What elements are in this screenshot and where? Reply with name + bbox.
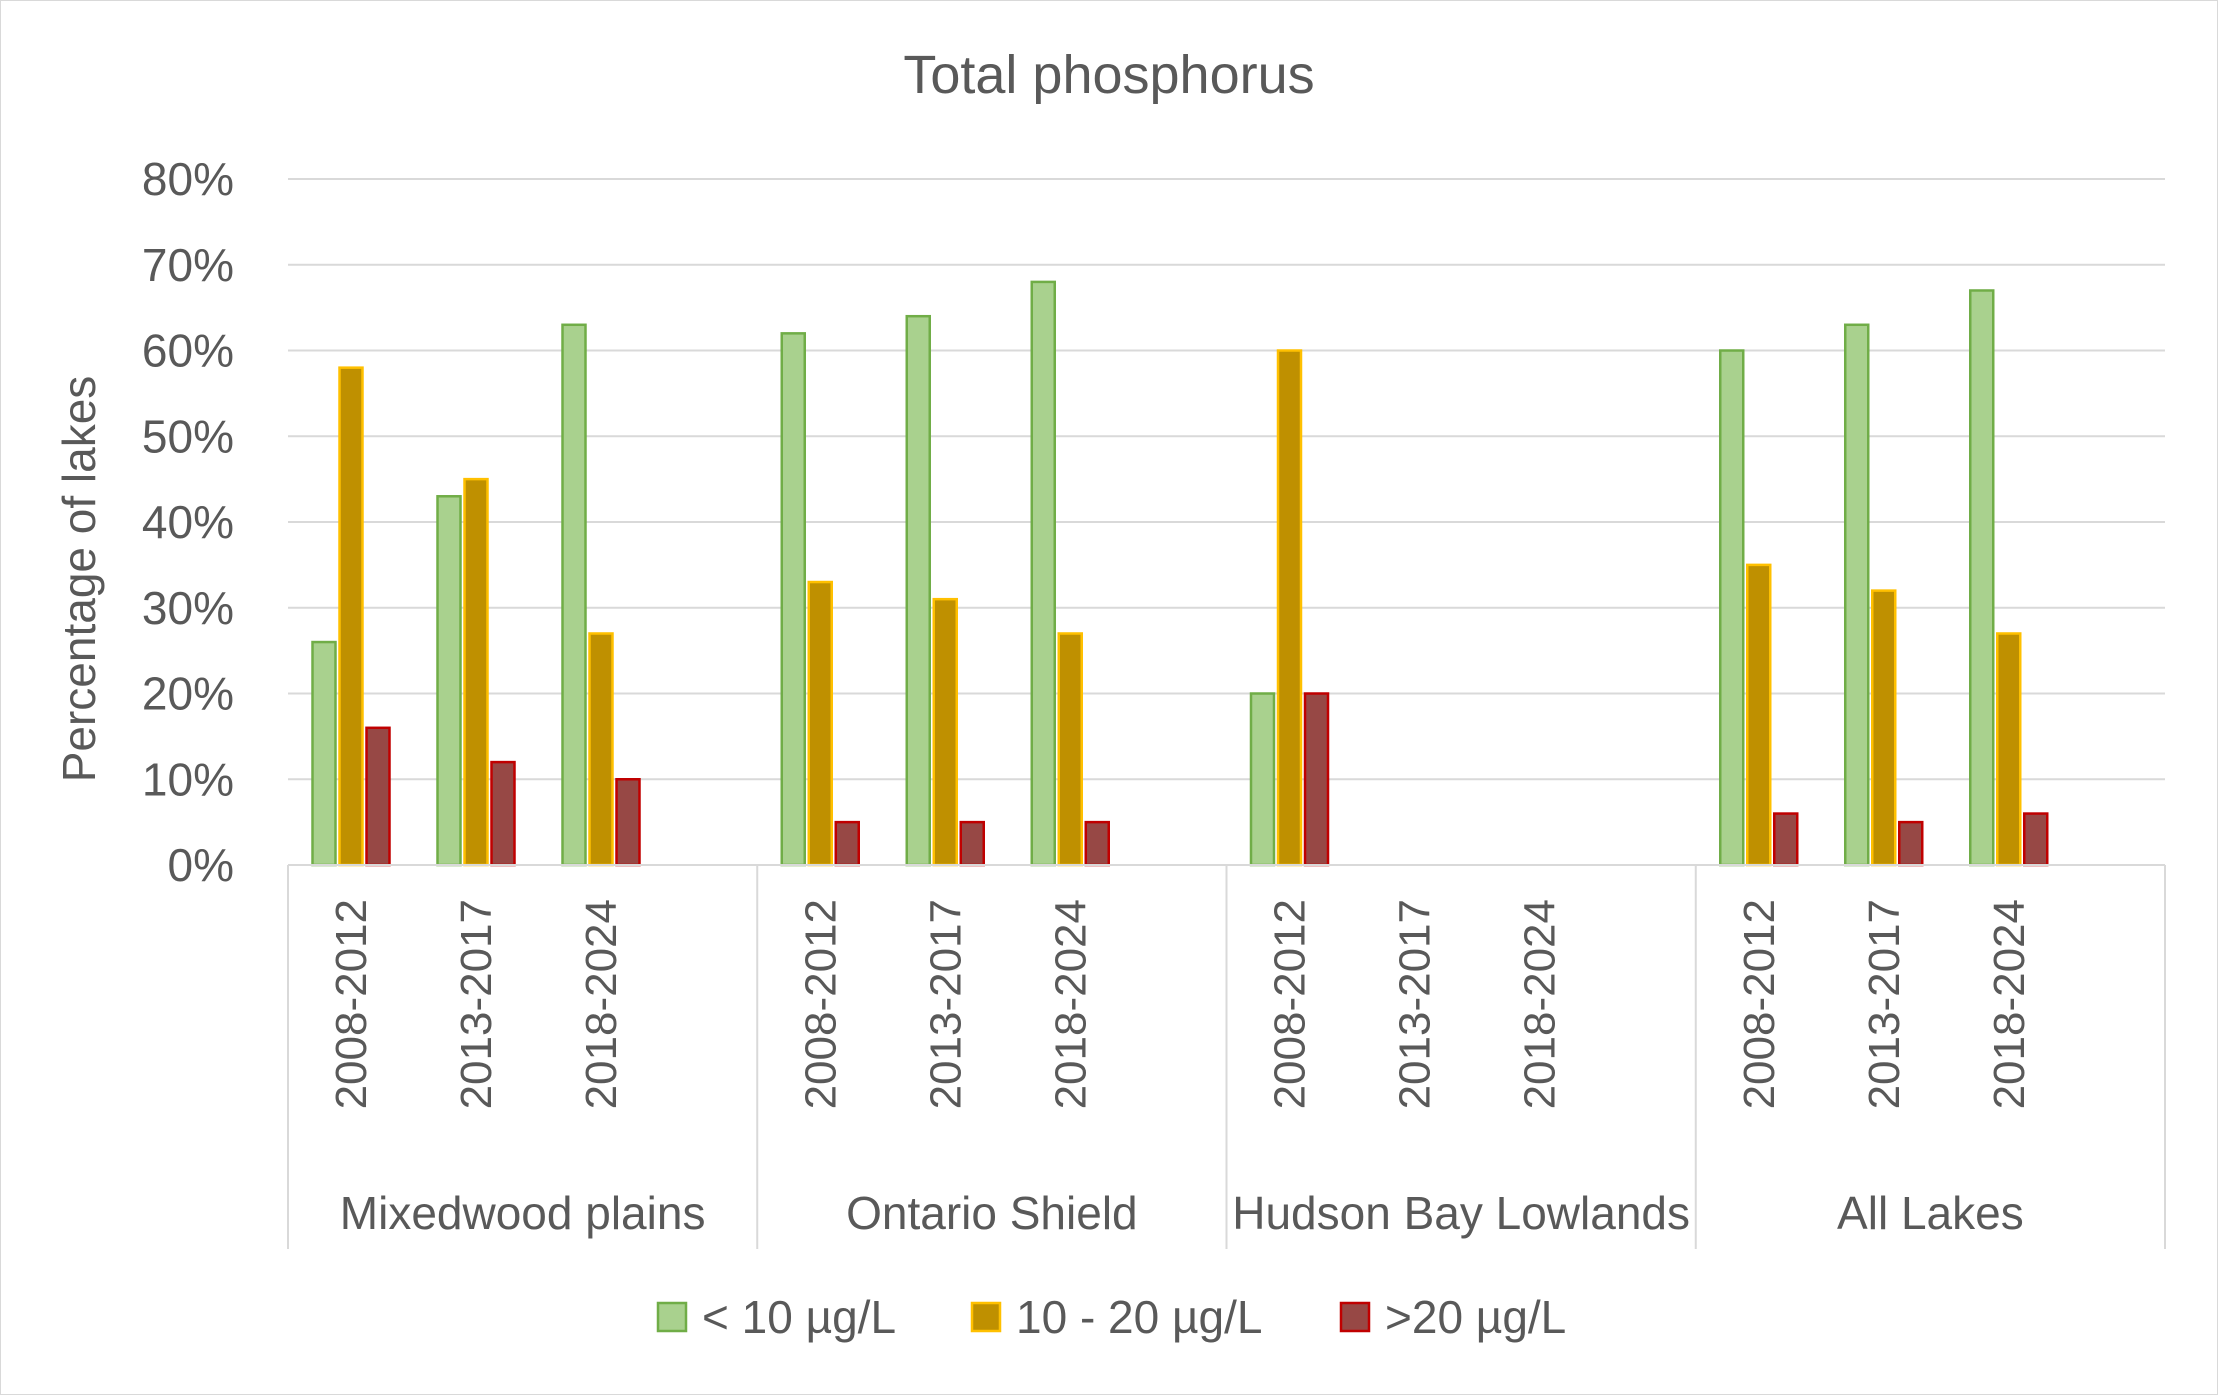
- legend-label: >20 µg/L: [1385, 1291, 1566, 1343]
- y-tick-label: 40%: [142, 496, 234, 548]
- y-axis-ticks: 0% 10% 20% 30% 40% 50% 60% 70% 80%: [142, 153, 234, 891]
- bar: [1746, 563, 1772, 867]
- legend: < 10 µg/L 10 - 20 µg/L >20 µg/L: [656, 1291, 1566, 1343]
- bar: [615, 778, 641, 867]
- bars: [311, 280, 2049, 867]
- bar: [905, 314, 931, 867]
- bar: [1844, 323, 1870, 867]
- x-tick-label: 2013-2017: [921, 899, 970, 1109]
- bar: [1969, 289, 1995, 867]
- group-label: Mixedwood plains: [340, 1187, 706, 1239]
- legend-swatch: [970, 1301, 1002, 1333]
- bar: [1773, 812, 1799, 867]
- x-tick-label: 2008-2012: [327, 899, 376, 1109]
- bar: [807, 580, 833, 867]
- bar: [436, 495, 462, 867]
- x-tick-label: 2018-2024: [577, 899, 626, 1109]
- y-tick-label: 50%: [142, 410, 234, 462]
- y-tick-label: 30%: [142, 582, 234, 634]
- group-label: All Lakes: [1837, 1187, 2024, 1239]
- x-tick-label: 2008-2012: [796, 899, 845, 1109]
- bar: [588, 632, 614, 867]
- y-tick-label: 70%: [142, 239, 234, 291]
- bar: [1057, 632, 1083, 867]
- bar: [1871, 589, 1897, 867]
- bar: [1303, 692, 1330, 867]
- bar: [959, 820, 985, 867]
- bar: [1084, 820, 1110, 867]
- group-label: Hudson Bay Lowlands: [1232, 1187, 1690, 1239]
- x-tick-label: 2013-2017: [1860, 899, 1909, 1109]
- bar: [932, 597, 958, 867]
- group-label: Ontario Shield: [846, 1187, 1138, 1239]
- chart-title: Total phosphorus: [903, 45, 1314, 105]
- bar: [490, 760, 516, 867]
- legend-swatch: [1339, 1301, 1371, 1333]
- bar: [365, 726, 391, 867]
- bar: [311, 640, 337, 867]
- x-tick-label: 2008-2012: [1735, 899, 1784, 1109]
- x-tick-label: 2018-2024: [1046, 899, 1095, 1109]
- x-tick-label: 2018-2024: [1516, 899, 1565, 1109]
- bar: [1898, 820, 1924, 867]
- legend-swatch: [656, 1301, 688, 1333]
- bar: [1996, 632, 2022, 867]
- bar: [2023, 812, 2049, 867]
- bar: [780, 332, 806, 867]
- bar: [1030, 280, 1056, 867]
- bar: [1276, 349, 1303, 867]
- y-tick-label: 80%: [142, 153, 234, 205]
- bar: [1719, 349, 1745, 867]
- legend-label: 10 - 20 µg/L: [1016, 1291, 1262, 1343]
- x-tick-label: 2013-2017: [452, 899, 501, 1109]
- x-tick-label: 2018-2024: [1985, 899, 2034, 1109]
- bar: [338, 366, 364, 867]
- x-tick-label: 2008-2012: [1266, 899, 1315, 1109]
- y-axis-label: Percentage of lakes: [53, 376, 105, 783]
- bar: [561, 323, 587, 867]
- bar: [463, 477, 489, 867]
- y-tick-label: 60%: [142, 325, 234, 377]
- y-tick-label: 10%: [142, 753, 234, 805]
- y-tick-label: 20%: [142, 668, 234, 720]
- x-tick-label: 2013-2017: [1391, 899, 1440, 1109]
- y-tick-label: 0%: [168, 839, 234, 891]
- legend-label: < 10 µg/L: [702, 1291, 896, 1343]
- x-axis: 2008-2012 2013-2017 2018-2024 Mixedwood pla…: [287, 864, 2166, 1249]
- bar: [834, 820, 860, 867]
- bar: [1249, 692, 1276, 867]
